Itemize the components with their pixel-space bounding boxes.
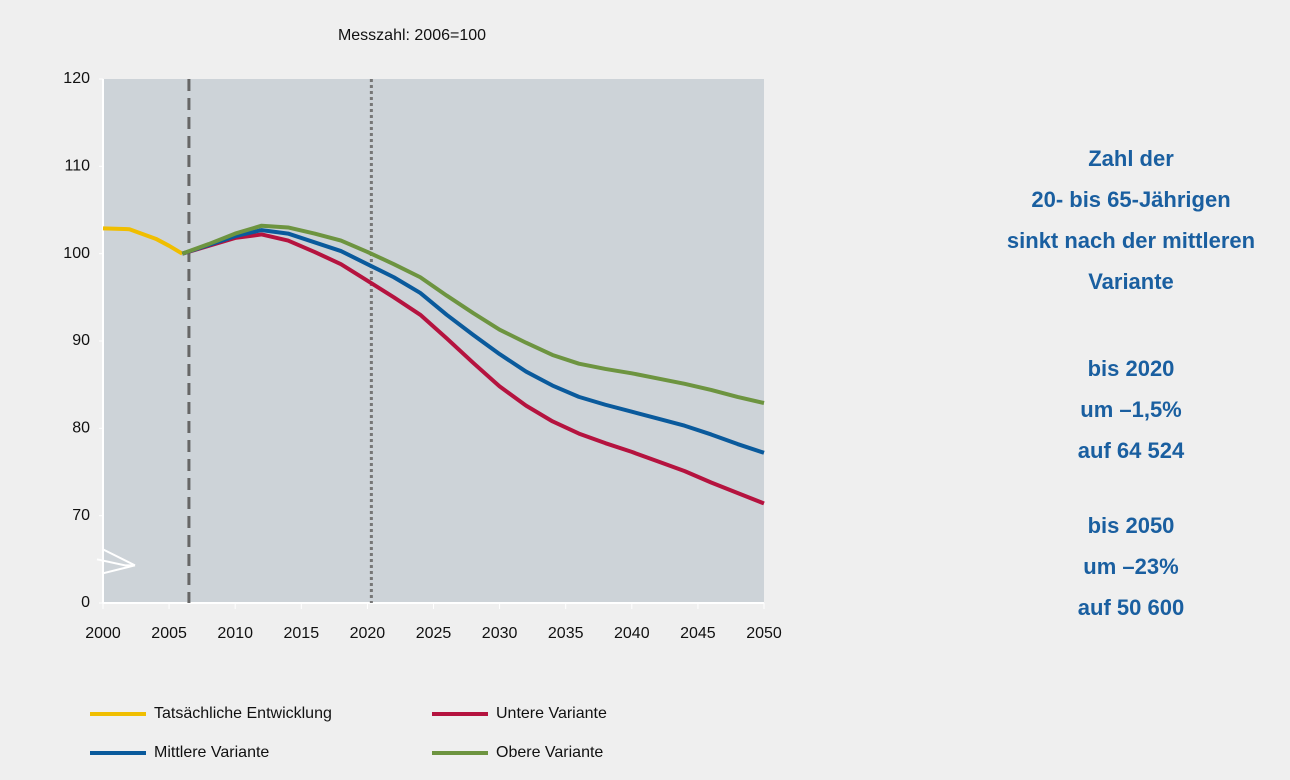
axis-break [102, 548, 136, 575]
y-tick-label: 120 [63, 70, 90, 87]
y-tick-label: 0 [81, 594, 90, 611]
series-line [181, 232, 765, 506]
series-line [181, 223, 765, 405]
annotation: Zahl der [1088, 146, 1174, 171]
legend-label: Mittlere Variante [154, 744, 269, 761]
series-line [102, 226, 184, 256]
annotation: sinkt nach der mittleren [1007, 228, 1255, 253]
plot-area [103, 79, 764, 603]
x-tick-label: 2000 [85, 625, 121, 642]
x-tick-label: 2035 [548, 625, 584, 642]
y-tick-label: 80 [72, 420, 90, 437]
x-tick-label: 2030 [482, 625, 518, 642]
annotation: auf 50 600 [1078, 595, 1184, 620]
x-tick-label: 2010 [217, 625, 253, 642]
annotation: auf 64 524 [1078, 438, 1185, 463]
x-tick-label: 2020 [350, 625, 386, 642]
series-line [181, 228, 765, 455]
annotation: um –1,5% [1080, 397, 1182, 422]
annotation: Variante [1088, 269, 1174, 294]
chart-subtitle: Messzahl: 2006=100 [338, 27, 486, 44]
x-tick-label: 2025 [416, 625, 452, 642]
annotation: um –23% [1083, 554, 1178, 579]
legend-label: Tatsächliche Entwicklung [154, 705, 332, 722]
y-tick-label: 70 [72, 507, 90, 524]
x-tick-label: 2015 [284, 625, 320, 642]
legend-label: Obere Variante [496, 744, 603, 761]
legend-label: Untere Variante [496, 705, 607, 722]
x-tick-label: 2045 [680, 625, 716, 642]
annotation: bis 2020 [1088, 356, 1175, 381]
x-tick-label: 2005 [151, 625, 187, 642]
y-tick-label: 100 [63, 245, 90, 262]
annotation: bis 2050 [1088, 513, 1175, 538]
y-tick-label: 90 [72, 332, 90, 349]
annotation: 20- bis 65-Jährigen [1031, 187, 1230, 212]
y-tick-label: 110 [64, 158, 90, 175]
x-tick-label: 2050 [746, 625, 782, 642]
x-tick-label: 2040 [614, 625, 650, 642]
